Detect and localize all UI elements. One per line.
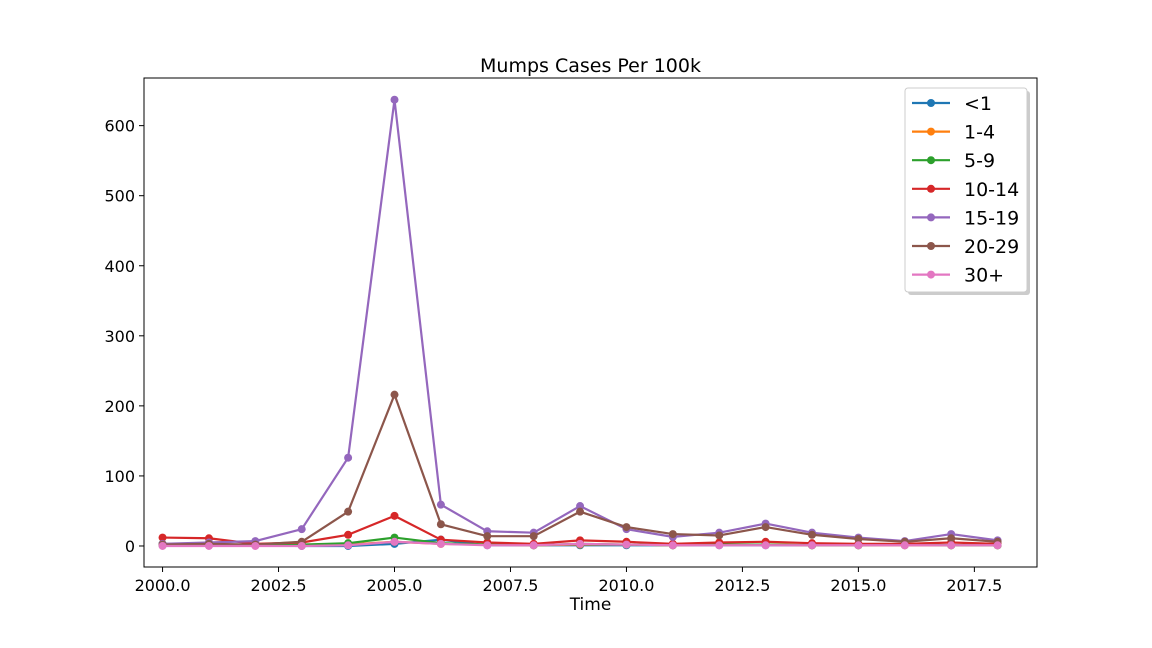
data-point <box>436 520 445 529</box>
data-point <box>390 537 399 546</box>
legend-label: <1 <box>964 93 992 115</box>
x-tick-label: 2002.5 <box>251 576 307 595</box>
legend[interactable]: <1 1-4 5-9 10-14 15-19 20-29 30+ <box>904 87 1030 295</box>
series-line <box>162 98 998 545</box>
legend-entry: 5-9 <box>912 150 995 172</box>
data-point <box>622 523 631 532</box>
data-point <box>993 541 1002 550</box>
x-tick-label: 2012.5 <box>714 576 770 595</box>
data-point <box>900 541 909 550</box>
data-point <box>390 511 399 520</box>
data-point <box>158 541 167 550</box>
data-point <box>715 531 724 540</box>
data-point <box>251 541 260 550</box>
data-point <box>947 541 956 550</box>
y-tick-label: 600 <box>104 117 135 136</box>
data-point <box>808 530 817 539</box>
data-point <box>483 532 492 541</box>
y-tick-label: 400 <box>104 257 135 276</box>
x-tick-label: 2010.0 <box>598 576 654 595</box>
data-point <box>854 541 863 550</box>
legend-entry: 1-4 <box>912 122 995 144</box>
legend-label: 10-14 <box>964 179 1019 201</box>
legend-entry: 30+ <box>912 265 1004 287</box>
data-point <box>576 507 585 516</box>
legend-entry: <1 <box>912 93 992 115</box>
x-axis-label: Time <box>569 595 612 615</box>
data-point <box>529 532 538 541</box>
legend-entry: 15-19 <box>912 207 1019 229</box>
data-point <box>297 525 306 534</box>
data-point <box>344 507 353 516</box>
data-point <box>436 539 445 548</box>
legend-box <box>904 87 1028 293</box>
data-point <box>715 541 724 550</box>
data-point <box>204 541 213 550</box>
legend-label: 5-9 <box>964 150 995 172</box>
data-point <box>158 533 167 542</box>
data-point <box>854 534 863 543</box>
y-tick-label: 200 <box>104 397 135 416</box>
data-point <box>947 534 956 543</box>
data-point <box>344 453 353 462</box>
data-point <box>622 540 631 549</box>
x-tick-label: 2015.0 <box>830 576 886 595</box>
legend-marker <box>927 213 935 222</box>
legend-marker <box>927 127 935 136</box>
legend-entry: 10-14 <box>912 179 1019 201</box>
legend-marker <box>927 184 935 193</box>
x-axis: 2000.0 2002.5 2005.0 2007.5 2010.0 2012.5 2015… <box>135 567 1002 595</box>
x-tick-label: 2017.5 <box>946 576 1002 595</box>
legend-marker <box>927 270 935 279</box>
data-point <box>390 95 399 104</box>
data-point <box>668 530 677 539</box>
legend-marker <box>927 242 935 250</box>
data-point <box>808 541 817 550</box>
series-20-29 <box>158 390 1002 549</box>
legend-entry: 20-29 <box>912 236 1019 258</box>
data-point <box>436 500 445 509</box>
legend-label: 30+ <box>964 265 1004 287</box>
legend-entries: <1 1-4 5-9 10-14 15-19 20-29 30+ <box>912 93 1019 287</box>
x-tick-label: 2007.5 <box>482 576 538 595</box>
y-tick-label: 300 <box>104 327 135 346</box>
series-15-19 <box>158 95 1002 548</box>
y-axis: 0 100 200 300 400 500 600 <box>104 117 144 556</box>
x-tick-label: 2005.0 <box>367 576 423 595</box>
data-point <box>668 541 677 550</box>
legend-marker <box>927 156 935 165</box>
data-point <box>297 541 306 550</box>
y-tick-label: 100 <box>104 467 135 486</box>
data-point <box>344 530 353 539</box>
x-tick-label: 2000.0 <box>135 576 191 595</box>
plot-lines <box>158 95 1002 550</box>
series-30+ <box>158 537 1002 550</box>
data-point <box>390 390 399 399</box>
plot-frame <box>143 77 1038 568</box>
y-tick-label: 500 <box>104 187 135 206</box>
data-point <box>576 539 585 548</box>
y-tick-label: 0 <box>125 537 135 556</box>
data-point <box>483 541 492 550</box>
legend-label: 20-29 <box>964 236 1019 258</box>
chart-title: Mumps Cases Per 100k <box>480 55 701 77</box>
data-point <box>761 523 770 532</box>
legend-marker <box>927 99 935 107</box>
data-point <box>529 541 538 550</box>
legend-label: 1-4 <box>964 122 995 144</box>
legend-label: 15-19 <box>964 207 1019 229</box>
data-point <box>761 541 770 550</box>
data-point <box>344 541 353 550</box>
data-point <box>576 502 585 511</box>
series-line <box>162 393 998 546</box>
